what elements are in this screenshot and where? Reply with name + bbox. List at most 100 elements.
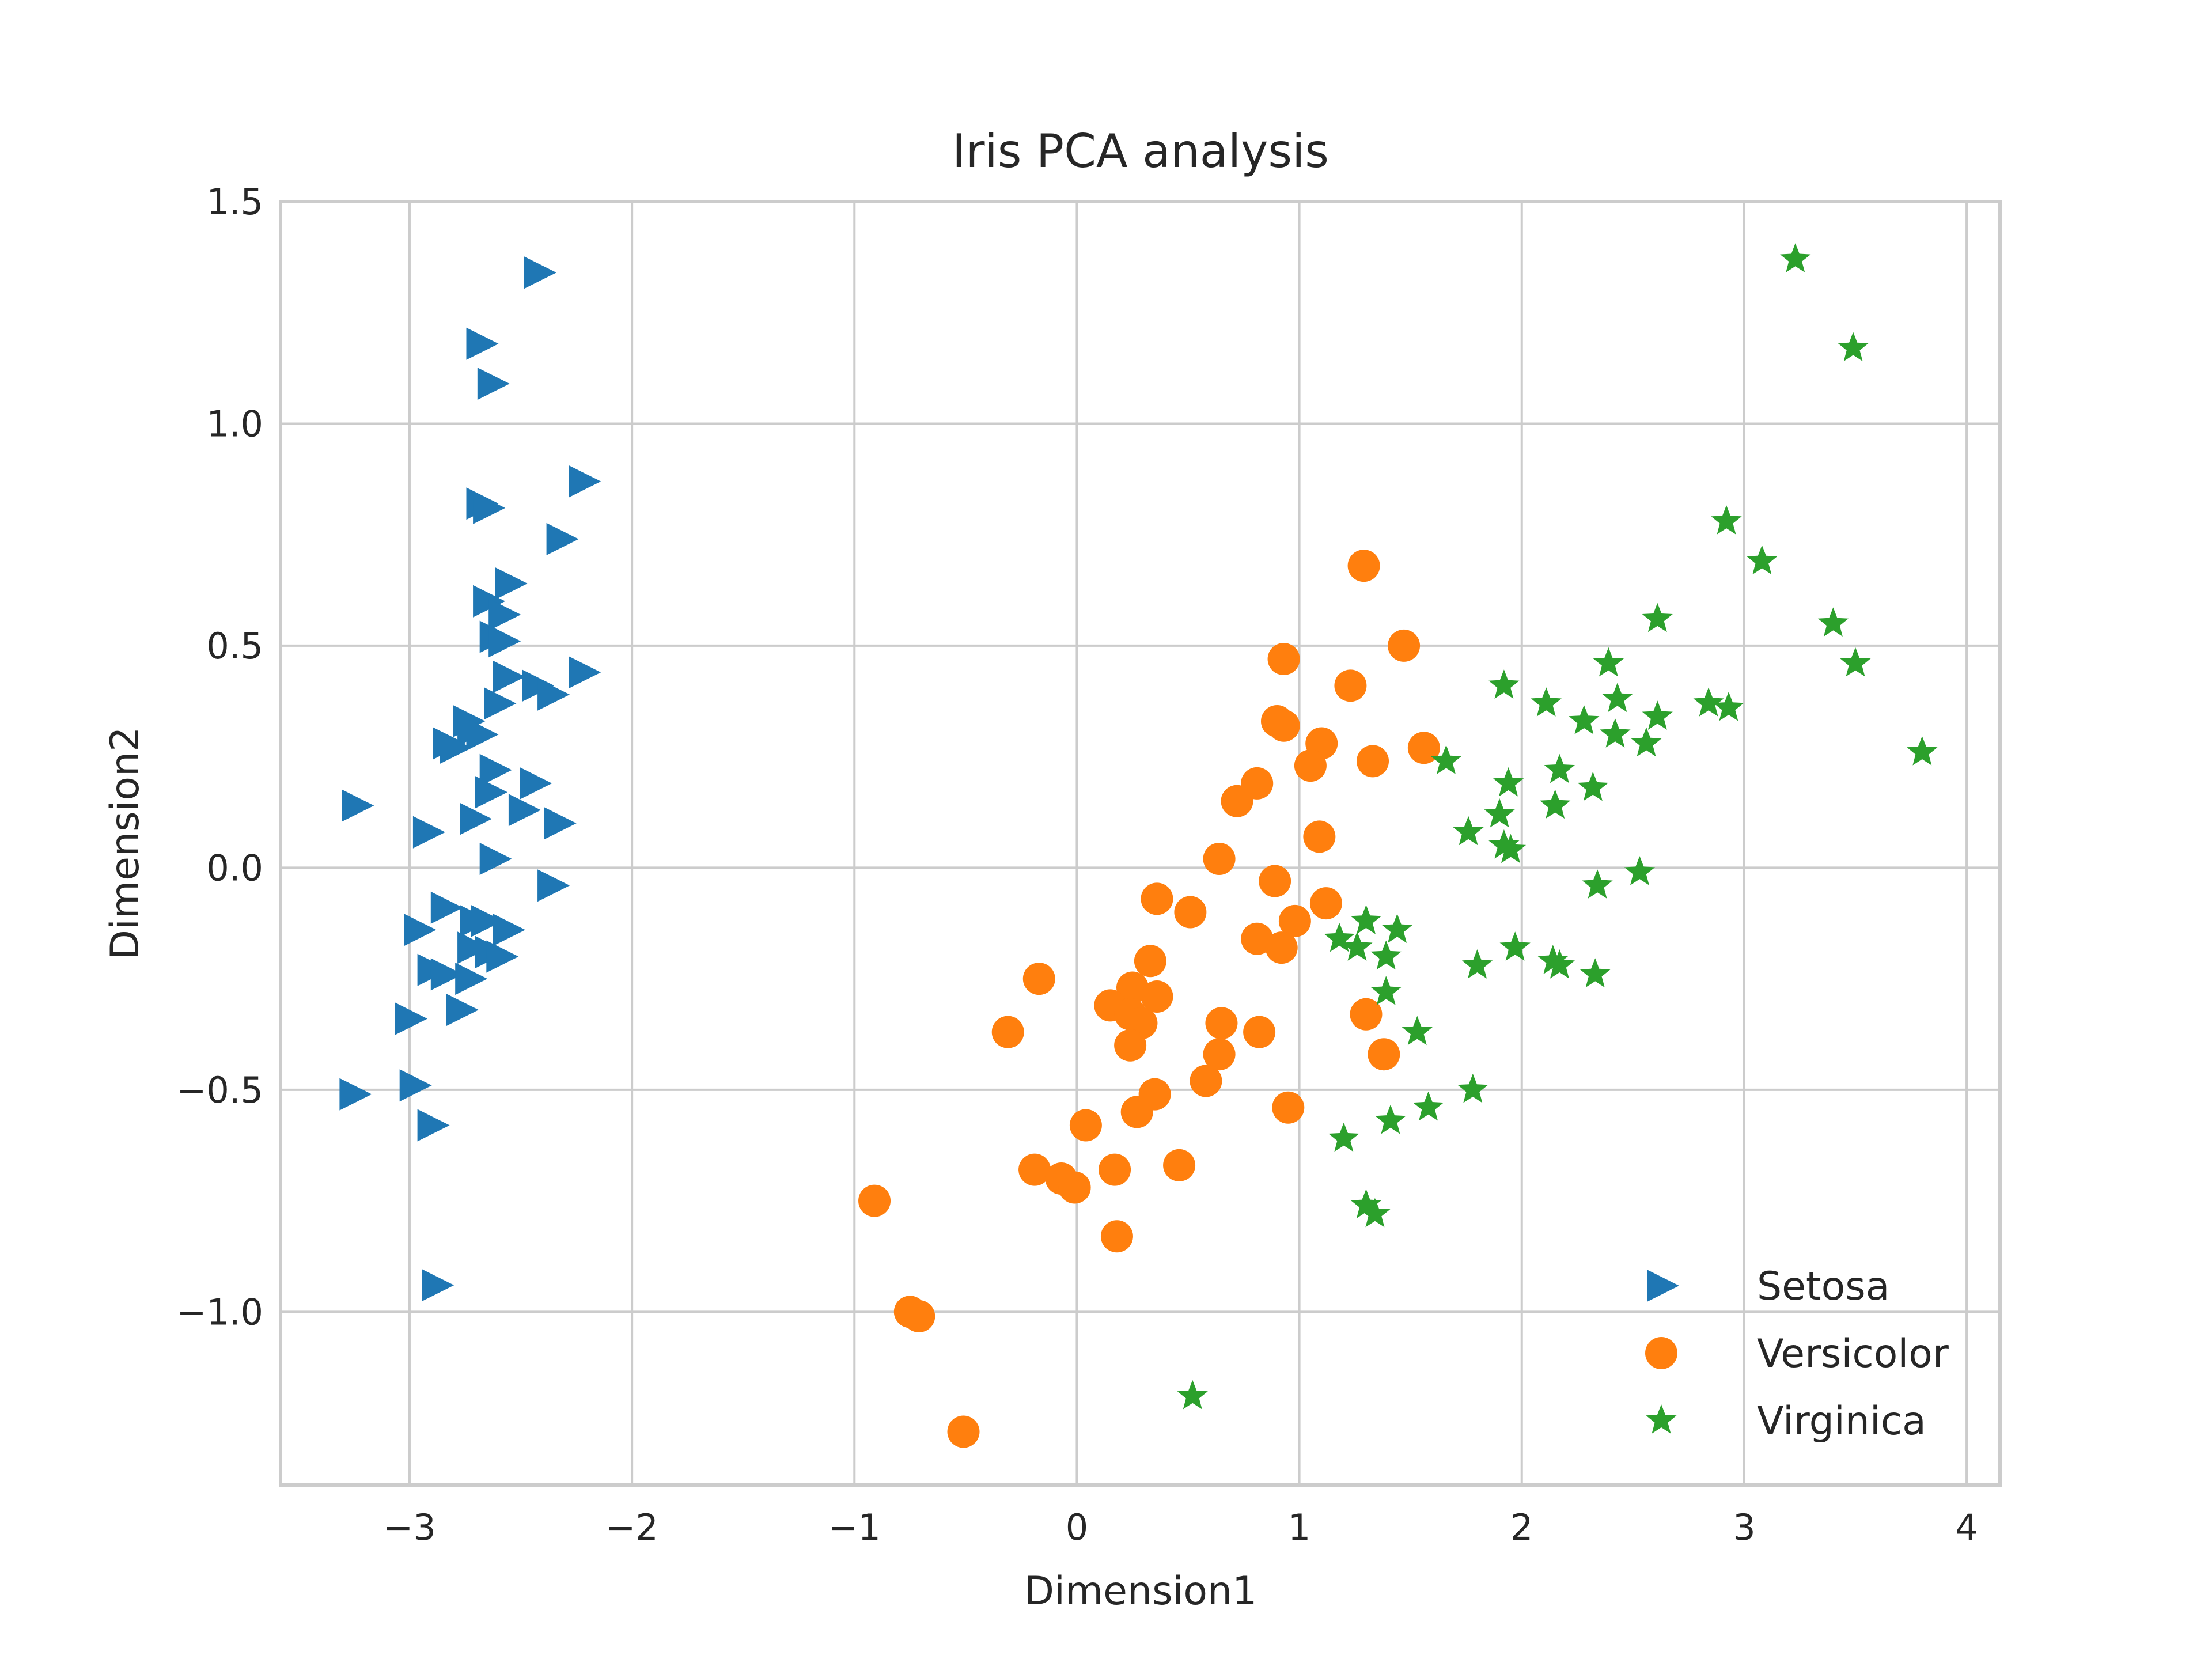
virginica-point <box>1631 727 1662 757</box>
x-tick-label: 3 <box>1733 1506 1755 1548</box>
versicolor-point <box>1357 745 1389 778</box>
versicolor-point <box>1368 1038 1400 1071</box>
setosa-point <box>455 963 488 995</box>
versicolor-point <box>947 1415 980 1448</box>
virginica-point <box>1457 1073 1488 1103</box>
versicolor-point <box>1203 842 1236 875</box>
virginica-point <box>1324 922 1355 952</box>
virginica-point <box>1370 976 1402 1005</box>
setosa-point <box>475 776 507 809</box>
versicolor-point <box>1350 998 1382 1031</box>
legend: Setosa Versicolor Virginica <box>1645 1264 1949 1444</box>
virginica-point <box>1495 834 1527 863</box>
setosa-point <box>488 599 521 631</box>
x-tick-label: −2 <box>605 1506 658 1548</box>
versicolor-point <box>1309 887 1342 920</box>
virginica-point <box>1430 745 1462 774</box>
versicolor-point <box>1221 785 1253 817</box>
versicolor-point <box>1265 931 1298 964</box>
setosa-point <box>466 327 499 360</box>
versicolor-point <box>1205 1007 1238 1040</box>
setosa-point <box>479 753 512 786</box>
setosa-point <box>569 465 601 498</box>
setosa-point <box>569 656 601 689</box>
setosa-point <box>446 994 479 1027</box>
versicolor-point <box>1278 904 1311 937</box>
virginica-point <box>1488 829 1520 859</box>
virginica-point <box>1602 683 1633 713</box>
versicolor-point <box>1407 732 1440 764</box>
virginica-point <box>1711 505 1742 535</box>
virginica-point <box>1328 1122 1359 1152</box>
setosa-point <box>342 789 374 822</box>
versicolor-point <box>1334 669 1367 702</box>
versicolor-point <box>1272 1091 1305 1124</box>
setosa-point <box>430 958 463 991</box>
virginica-point <box>1544 949 1575 979</box>
virginica-point <box>1577 771 1608 801</box>
virginica-point <box>1582 869 1613 899</box>
versicolor-point <box>1114 1029 1147 1062</box>
setosa-point <box>466 718 499 751</box>
x-tick-label: −1 <box>828 1506 881 1548</box>
versicolor-point <box>903 1300 935 1333</box>
setosa-point <box>524 256 556 289</box>
plot-frame <box>279 200 2002 1487</box>
x-tick-label: 2 <box>1510 1506 1533 1548</box>
setosa-point <box>544 807 577 840</box>
virginica-point <box>1817 607 1849 637</box>
setosa-point <box>537 678 570 711</box>
legend-label-setosa: Setosa <box>1757 1264 1889 1309</box>
versicolor-point <box>858 1184 891 1217</box>
virginica-point <box>1375 1104 1406 1134</box>
virginica-point <box>1381 914 1413 943</box>
versicolor-point <box>1099 1153 1131 1186</box>
virginica-point <box>1412 1091 1444 1121</box>
virginica-point <box>1177 1380 1208 1410</box>
data-points <box>339 243 1938 1448</box>
x-tick-label: 1 <box>1288 1506 1310 1548</box>
virginica-point <box>1642 603 1673 632</box>
legend-label-versicolor: Versicolor <box>1757 1331 1949 1377</box>
setosa-point <box>484 687 517 720</box>
legend-label-virginica: Virginica <box>1757 1399 1926 1444</box>
versicolor-point <box>1243 1016 1276 1048</box>
versicolor-point <box>1203 1038 1236 1071</box>
setosa-point <box>339 1078 372 1111</box>
setosa-point <box>404 914 437 946</box>
virginica-point <box>1342 931 1373 961</box>
setosa-point <box>412 816 445 849</box>
series-versicolor <box>858 550 1440 1448</box>
virginica-point <box>1569 705 1600 734</box>
y-axis-label: Dimension2 <box>103 727 148 960</box>
versicolor-point <box>1058 1171 1091 1204</box>
virginica-point <box>1493 767 1524 797</box>
virginica-point <box>1747 545 1778 575</box>
virginica-point <box>1453 816 1484 846</box>
series-virginica <box>1177 243 1938 1410</box>
virginica-point <box>1600 718 1631 748</box>
chart-title: Iris PCA analysis <box>952 124 1329 178</box>
setosa-point <box>473 491 506 524</box>
x-tick-label: −3 <box>383 1506 435 1548</box>
versicolor-point <box>1134 945 1166 978</box>
setosa-point <box>471 904 503 937</box>
virginica-point <box>1580 958 1611 988</box>
tick-labels: −3 −2 −1 0 1 2 3 4 −1.0 −0.5 0.0 0.5 1.0 1.5 <box>176 181 1978 1548</box>
virginica-point <box>1642 700 1673 730</box>
versicolor-point <box>1069 1109 1102 1142</box>
virginica-point <box>1350 1189 1382 1218</box>
setosa-point <box>457 931 490 964</box>
versicolor-point <box>1303 820 1336 853</box>
y-tick-label: 1.5 <box>206 181 263 223</box>
y-tick-label: −0.5 <box>176 1069 263 1111</box>
virginica-point <box>1370 940 1402 970</box>
virginica-point <box>1488 669 1520 699</box>
virginica-point <box>1840 647 1871 677</box>
versicolor-point <box>1120 1096 1153 1128</box>
virginica-point <box>1593 647 1624 677</box>
legend-marker-setosa <box>1647 1270 1679 1302</box>
virginica-point <box>1624 856 1656 885</box>
